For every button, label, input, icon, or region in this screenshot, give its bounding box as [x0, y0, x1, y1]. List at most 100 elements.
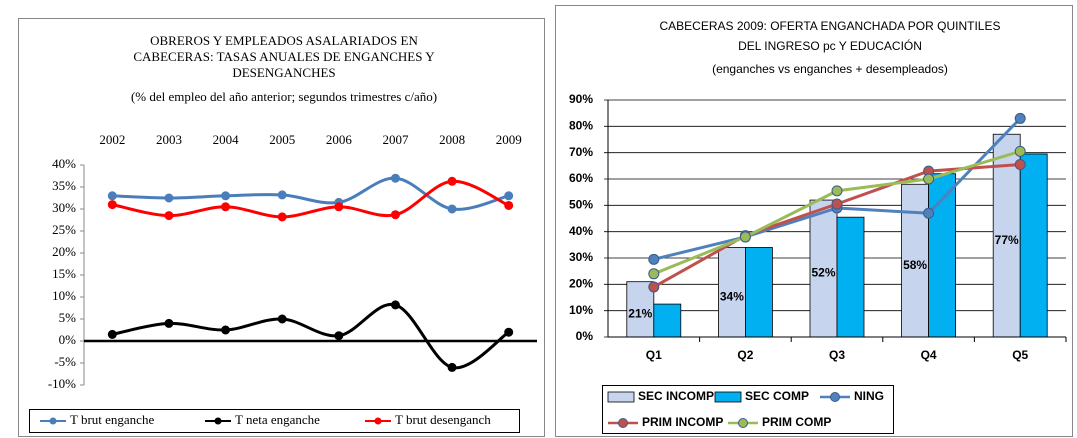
chart-title: OBREROS Y EMPLEADOS ASALARIADOS EN [150, 33, 418, 48]
legend-label: T brut enganche [70, 412, 154, 427]
x-tick-label: 2009 [496, 132, 522, 147]
x-tick-label: 2003 [156, 132, 182, 147]
point [277, 314, 287, 324]
bar [836, 216, 865, 338]
point [334, 331, 344, 341]
point [277, 212, 287, 222]
point [648, 281, 660, 293]
x-tick-label: 2007 [382, 132, 409, 147]
data-label: 58% [903, 258, 927, 272]
bar [809, 199, 838, 338]
y-tick-label: 50% [569, 198, 593, 212]
y-tick-label: 30% [52, 200, 76, 215]
point [107, 329, 117, 339]
y-tick-label: 15% [52, 266, 76, 281]
point [1014, 112, 1026, 124]
legend-marker [830, 392, 840, 402]
chart-title: DESENGANCHES [232, 65, 335, 80]
x-tick-label: Q2 [737, 348, 753, 362]
bar [901, 183, 929, 338]
y-tick-label: 40% [569, 224, 593, 238]
data-label: 34% [720, 289, 744, 303]
x-tick-label: 2002 [99, 132, 125, 147]
point [504, 191, 514, 201]
x-tick-label: Q1 [646, 348, 662, 362]
legend-label: T neta enganche [235, 412, 320, 427]
y-tick-label: -5% [54, 354, 76, 369]
point [504, 327, 514, 337]
bar [626, 281, 655, 338]
legend-label: PRIM COMP [762, 415, 831, 429]
legend-label: NING [854, 389, 884, 403]
point [390, 173, 400, 183]
y-tick-label: 25% [52, 222, 76, 237]
point [221, 325, 231, 335]
legend-swatch [714, 391, 742, 403]
legend-label: T brut desenganch [395, 412, 491, 427]
bar [653, 303, 682, 338]
right-legend-box [602, 385, 894, 434]
point [831, 198, 843, 210]
point [648, 253, 660, 265]
data-label: 77% [995, 233, 1019, 247]
legend-marker [618, 418, 628, 428]
point [831, 185, 843, 197]
point [277, 190, 287, 200]
point [164, 211, 174, 221]
legend-marker [214, 417, 222, 425]
legend-marker [374, 417, 382, 425]
point [390, 210, 400, 220]
legend-marker [738, 418, 748, 428]
data-label: 21% [628, 307, 652, 321]
point [923, 173, 935, 185]
x-tick-label: Q4 [921, 348, 937, 362]
y-tick-label: 10% [569, 303, 593, 317]
y-tick-label: 5% [59, 310, 77, 325]
x-tick-label: 2004 [213, 132, 240, 147]
legend-label: SEC INCOMP [638, 389, 714, 403]
left-legend-box [29, 409, 520, 433]
chart-subtitle: (% del empleo del año anterior; segundos… [131, 89, 437, 104]
y-tick-label: 90% [569, 92, 593, 106]
point [923, 207, 935, 219]
left-chart-frame [18, 18, 545, 437]
y-tick-label: 20% [52, 244, 76, 259]
line-series [112, 176, 510, 211]
point [390, 300, 400, 310]
x-tick-label: Q5 [1012, 348, 1028, 362]
y-tick-label: 35% [52, 178, 76, 193]
data-label: 52% [811, 266, 835, 280]
chart-title: DEL INGRESO pc Y EDUCACIÓN [738, 38, 922, 53]
point [164, 318, 174, 328]
chart-title: CABECERAS: TASAS ANUALES DE ENGANCHES Y [133, 49, 435, 64]
y-tick-label: 70% [569, 145, 593, 159]
point [1014, 159, 1026, 171]
point [504, 200, 514, 210]
legend-swatch [607, 391, 635, 403]
y-tick-label: 60% [569, 171, 593, 185]
point [107, 191, 117, 201]
legend-label: PRIM INCOMP [642, 415, 723, 429]
point [334, 202, 344, 212]
point [107, 200, 117, 210]
bar [1019, 153, 1048, 338]
y-tick-label: 80% [569, 119, 593, 133]
point [447, 176, 457, 186]
y-tick-label: 0% [576, 329, 594, 343]
x-tick-label: 2008 [439, 132, 465, 147]
x-tick-label: Q3 [829, 348, 845, 362]
y-tick-label: 20% [569, 277, 593, 291]
point [447, 362, 457, 372]
legend-marker [49, 417, 57, 425]
chart-subtitle: (enganches vs enganches + desempleados) [712, 62, 948, 76]
point [1014, 145, 1026, 157]
bar [992, 133, 1021, 338]
x-tick-label: 2005 [269, 132, 295, 147]
bar [745, 247, 773, 338]
legend-label: SEC COMP [745, 389, 809, 403]
point [648, 268, 660, 280]
y-tick-label: 40% [52, 156, 76, 171]
y-tick-label: 10% [52, 288, 76, 303]
point [739, 231, 751, 243]
